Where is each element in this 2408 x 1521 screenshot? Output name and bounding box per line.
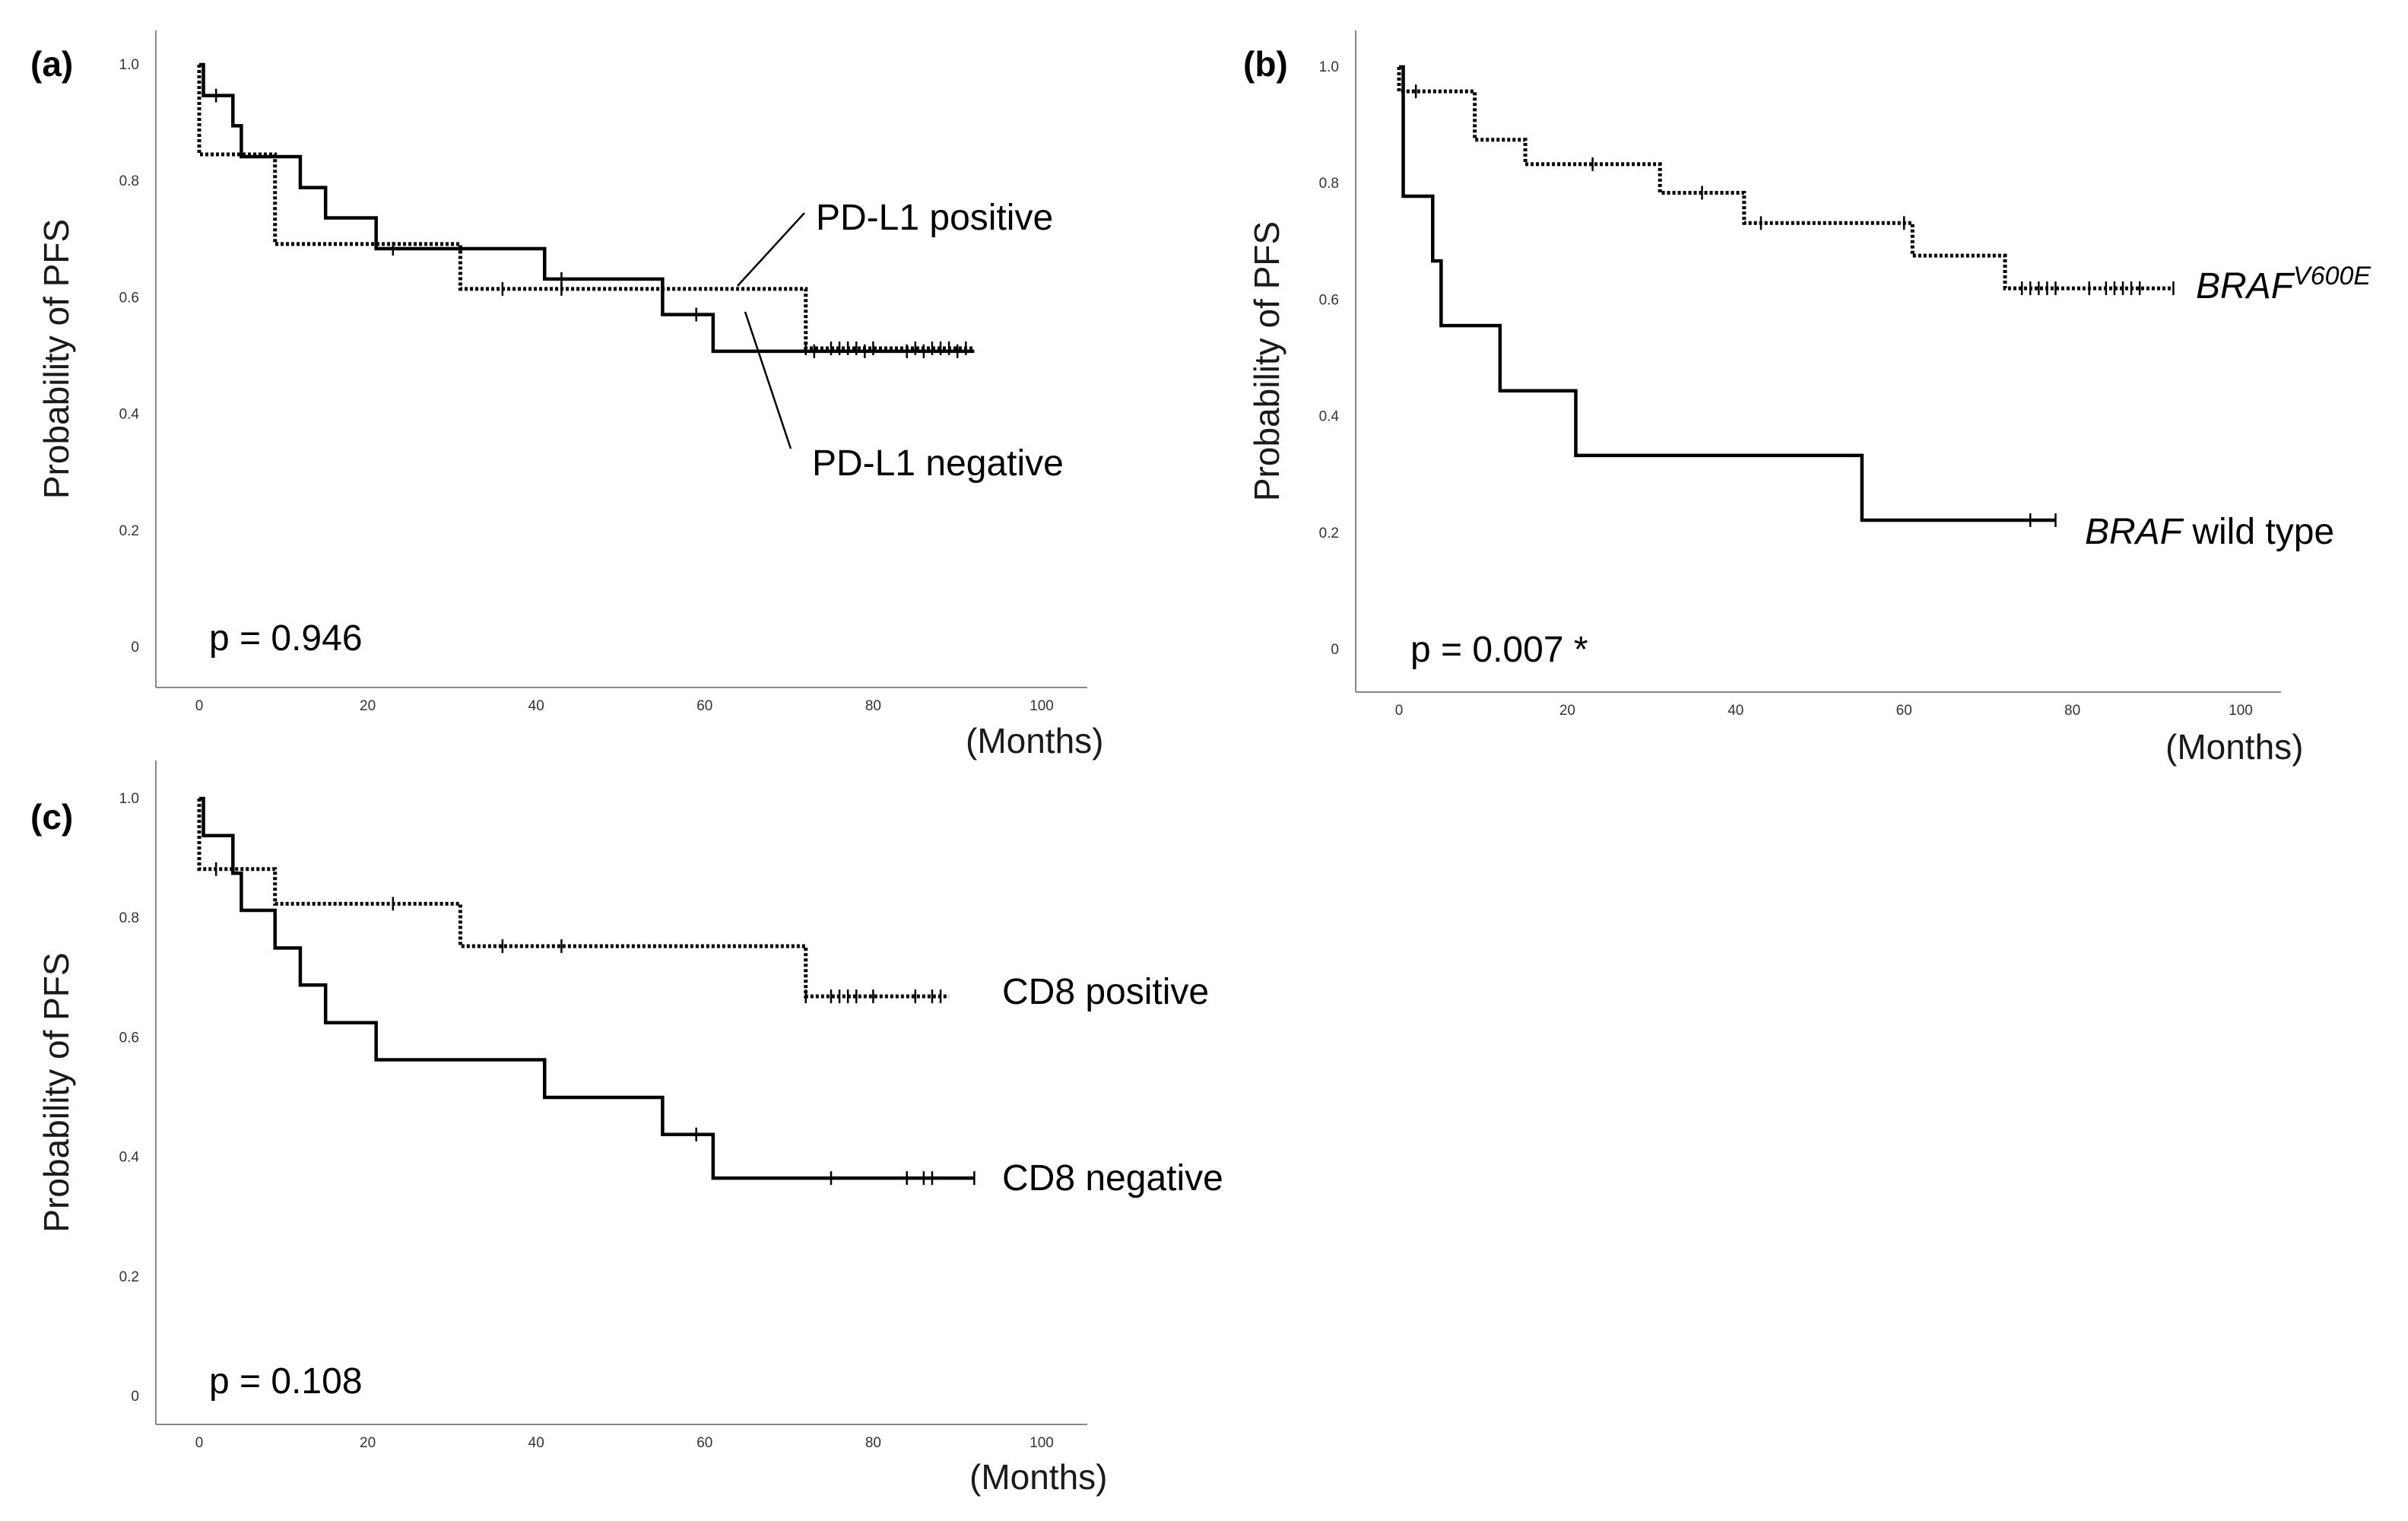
x-tick-label: 80: [865, 698, 881, 714]
panel-letter: (a): [30, 44, 73, 84]
legend-label-superscript: V600E: [2293, 262, 2371, 291]
x-tick-label: 100: [2229, 703, 2253, 719]
y-tick-label: 0.4: [1319, 409, 1340, 425]
y-tick-label: 0.4: [119, 407, 140, 423]
series-line-1: [197, 799, 950, 999]
x-tick-label: 100: [1030, 698, 1054, 714]
panel-letter: (b): [1243, 44, 1288, 84]
legend-leader-line: [737, 212, 805, 287]
y-tick-label: 1.0: [1319, 59, 1339, 75]
y-axis-label: Probability of PFS: [36, 219, 76, 499]
legend-label-1: CD8 positive: [1002, 972, 1209, 1012]
x-tick-label: 40: [528, 1435, 544, 1451]
y-axis-label: Probability of PFS: [36, 952, 76, 1232]
x-tick-label: 20: [360, 698, 376, 714]
y-tick-label: 0.6: [1319, 292, 1339, 308]
x-tick-label: 0: [195, 698, 204, 714]
x-tick-label: 60: [1896, 703, 1912, 719]
km-panel-3: (c) 0 0.2 0.4 0.6 0.8 1.0 0 20 40 60 80 100 Probabili…: [30, 760, 1223, 1497]
x-tick-label: 40: [528, 698, 544, 714]
x-tick-label: 0: [1395, 703, 1404, 719]
x-axis-label: (Months): [966, 721, 1103, 760]
legend-label-2: BRAF wild type: [2085, 512, 2334, 552]
x-tick-label: 80: [2064, 703, 2080, 719]
series-line-2: [199, 62, 975, 354]
y-axis-label: Probability of PFS: [1247, 221, 1286, 501]
x-tick-label: 80: [865, 1435, 881, 1451]
y-tick-label: 0: [131, 1389, 139, 1405]
x-axis-label: (Months): [969, 1457, 1107, 1497]
legend-leader-line: [744, 311, 792, 449]
x-tick-label: 20: [1559, 703, 1575, 719]
y-tick-label: 0.2: [1319, 526, 1339, 541]
series-line-2: [1399, 65, 2056, 522]
legend-label-2: PD-L1 negative: [812, 443, 1064, 484]
y-tick-label: 0.6: [119, 1030, 139, 1046]
x-tick-label: 60: [696, 1435, 712, 1451]
legend-label-1: BRAFV600E: [2196, 262, 2371, 306]
series-line-1: [1397, 67, 2174, 291]
x-tick-label: 20: [360, 1435, 376, 1451]
y-tick-label: 0.8: [1319, 176, 1339, 192]
series-line-2: [199, 796, 975, 1180]
y-tick-label: 1.0: [119, 791, 139, 807]
legend-label-rest: wild type: [2182, 512, 2334, 552]
y-tick-label: 0.6: [119, 290, 139, 306]
x-axis-label: (Months): [2165, 727, 2303, 767]
p-value: p = 0.108: [209, 1361, 363, 1402]
x-tick-label: 40: [1727, 703, 1743, 719]
x-tick-label: 0: [195, 1435, 204, 1451]
y-tick-label: 1.0: [119, 57, 139, 73]
legend-label-1: PD-L1 positive: [816, 198, 1053, 238]
legend-label-main: BRAF: [2196, 266, 2295, 306]
y-tick-label: 0: [1331, 642, 1339, 658]
y-tick-label: 0.8: [119, 173, 139, 189]
km-panel-2: (b) 0 0.2 0.4 0.6 0.8 1.0 0 20 40 60 80 100 Probabili…: [1243, 30, 2371, 767]
x-tick-label: 60: [696, 698, 712, 714]
p-value: p = 0.946: [209, 618, 363, 659]
legend-label-italic: BRAF: [2085, 512, 2184, 552]
y-tick-label: 0.2: [119, 1269, 139, 1285]
y-tick-label: 0.2: [119, 523, 139, 539]
panel-letter: (c): [30, 797, 73, 837]
y-tick-label: 0.8: [119, 910, 139, 926]
y-tick-label: 0.4: [119, 1150, 140, 1166]
y-tick-label: 0: [131, 640, 139, 656]
x-tick-label: 100: [1030, 1435, 1054, 1451]
km-panel-1: (a) 0 0.2 0.4 0.6 0.8 1.0 0 20 40 60 80 100 Probabili…: [30, 30, 1103, 760]
series-line-1: [197, 65, 975, 351]
p-value: p = 0.007 *: [1410, 630, 1588, 670]
legend-label-2: CD8 negative: [1002, 1158, 1223, 1199]
